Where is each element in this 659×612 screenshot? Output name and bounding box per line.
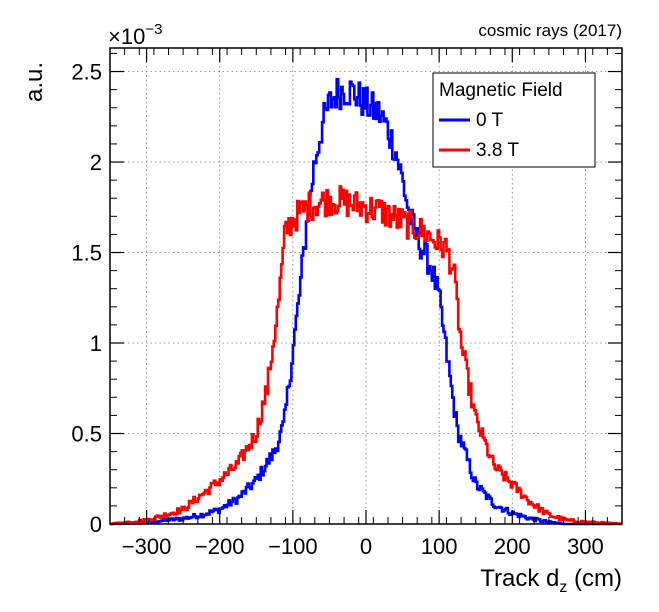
series-line-3-8t	[110, 185, 622, 526]
x-axis-label: Track dz (cm)	[480, 565, 622, 596]
legend-title: Magnetic Field	[439, 80, 563, 101]
x-tick-label-4: 100	[421, 534, 458, 559]
y-tick-label-3: 1.5	[71, 241, 102, 266]
x-axis-label-sub: z	[559, 579, 567, 596]
legend-label-3-8t: 3.8 T	[476, 140, 519, 161]
x-tick-label-5: 200	[494, 534, 531, 559]
x-axis-label-unit: (cm)	[567, 565, 622, 592]
x-tick-label-1: −200	[195, 534, 245, 559]
series-layer	[110, 77, 622, 526]
chart-title: cosmic rays (2017)	[478, 21, 622, 40]
y-tick-label-5: 2.5	[71, 60, 102, 85]
y-tick-label-4: 2	[90, 150, 102, 175]
y-multiplier-exponent: −3	[145, 21, 162, 38]
axis-ticks: −300 −200 −100 0 100 200 300 0 0.5 1 1.5 2 2.5	[71, 48, 623, 559]
x-axis-label-main: Track d	[480, 565, 559, 592]
y-tick-label-2: 1	[90, 331, 102, 356]
y-tick-label-1: 0.5	[71, 422, 102, 447]
series-line-0t	[110, 77, 622, 526]
x-tick-label-2: −100	[268, 534, 318, 559]
legend: Magnetic Field 0 T 3.8 T	[432, 72, 596, 168]
y-axis-label: a.u.	[21, 62, 48, 102]
y-multiplier-base: ×10	[108, 24, 145, 49]
y-tick-label-0: 0	[90, 512, 102, 537]
legend-label-0t: 0 T	[476, 110, 504, 131]
x-tick-label-3: 0	[360, 534, 372, 559]
grid	[110, 48, 622, 525]
x-tick-label-0: −300	[122, 534, 172, 559]
x-tick-label-6: 300	[567, 534, 604, 559]
y-multiplier: ×10−3	[108, 21, 162, 49]
